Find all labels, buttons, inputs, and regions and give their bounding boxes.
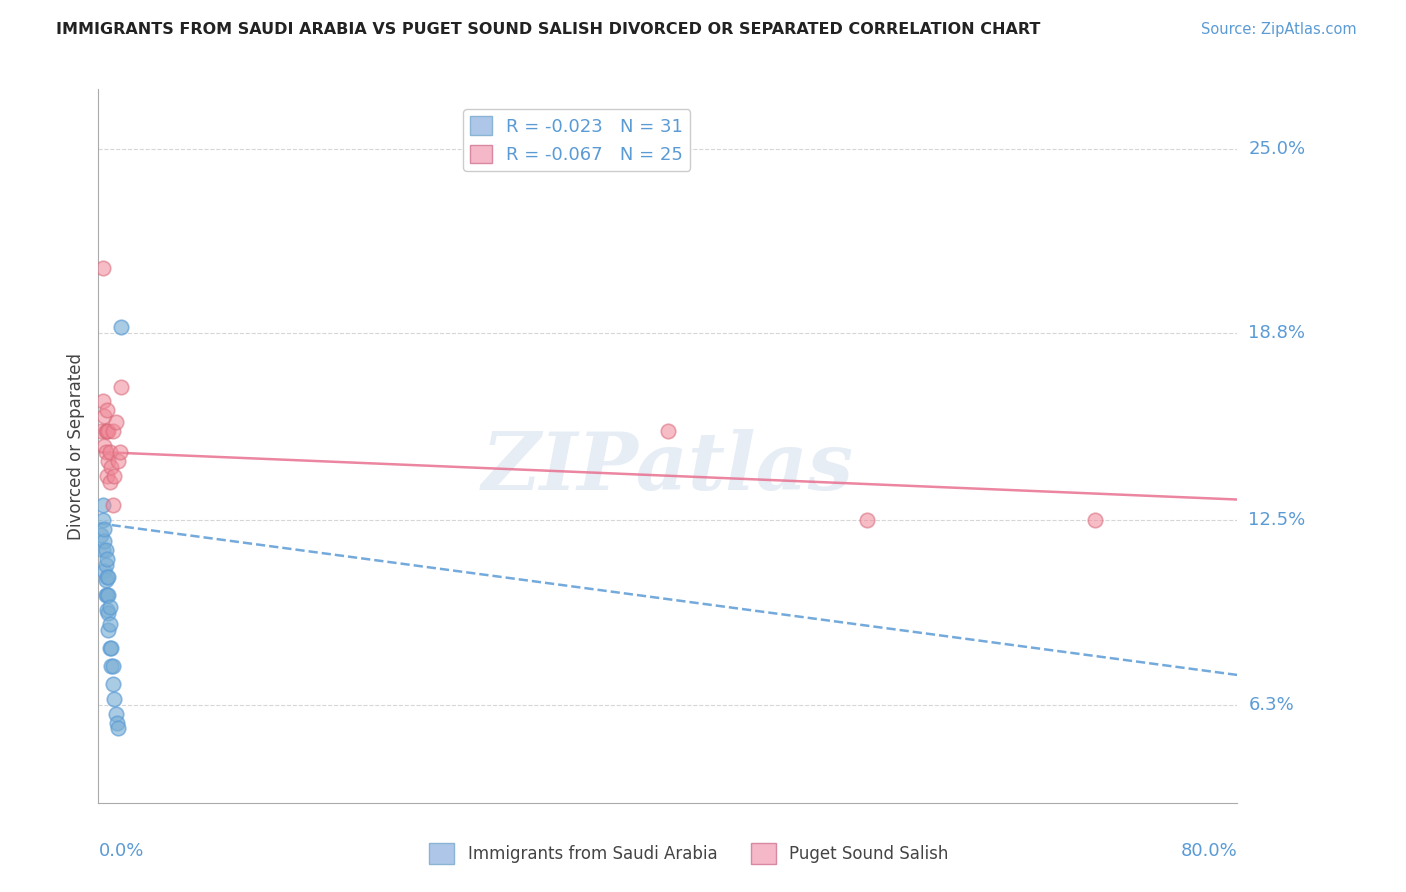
- Point: [91, 499, 114, 513]
- Y-axis label: Divorced or Separated: Divorced or Separated: [67, 352, 86, 540]
- Point: [98, 599, 121, 614]
- Point: [110, 320, 132, 334]
- Legend: R = -0.023   N = 31, R = -0.067   N = 25: R = -0.023 N = 31, R = -0.067 N = 25: [463, 109, 690, 171]
- Point: [98, 617, 121, 632]
- Point: [110, 379, 132, 393]
- Point: [103, 468, 125, 483]
- Point: [94, 558, 117, 572]
- Text: 0.0%: 0.0%: [98, 842, 143, 860]
- Point: [90, 424, 112, 438]
- Point: [96, 424, 118, 438]
- Point: [97, 570, 120, 584]
- Text: 18.8%: 18.8%: [1249, 324, 1305, 342]
- Point: [96, 468, 118, 483]
- Text: 25.0%: 25.0%: [1249, 140, 1306, 158]
- Point: [104, 706, 127, 721]
- Point: [97, 606, 120, 620]
- Point: [98, 475, 121, 489]
- Point: [93, 439, 115, 453]
- Point: [1084, 513, 1107, 527]
- Point: [101, 499, 124, 513]
- Text: ZIPatlas: ZIPatlas: [482, 429, 853, 506]
- Point: [98, 641, 121, 656]
- Text: Source: ZipAtlas.com: Source: ZipAtlas.com: [1201, 22, 1357, 37]
- Point: [96, 602, 118, 616]
- Point: [91, 260, 114, 275]
- Point: [93, 534, 115, 549]
- Point: [104, 415, 127, 429]
- Point: [91, 394, 114, 409]
- Point: [657, 424, 679, 438]
- Point: [108, 445, 131, 459]
- Point: [90, 528, 112, 542]
- Point: [94, 543, 117, 558]
- Point: [97, 454, 120, 468]
- Point: [100, 641, 122, 656]
- Point: [103, 691, 125, 706]
- Legend: Immigrants from Saudi Arabia, Puget Sound Salish: Immigrants from Saudi Arabia, Puget Soun…: [423, 837, 955, 871]
- Point: [93, 522, 115, 536]
- Point: [101, 424, 124, 438]
- Point: [98, 445, 121, 459]
- Point: [96, 570, 118, 584]
- Point: [93, 564, 115, 578]
- Text: 6.3%: 6.3%: [1249, 696, 1294, 714]
- Point: [97, 588, 120, 602]
- Point: [107, 454, 129, 468]
- Point: [94, 573, 117, 587]
- Point: [91, 543, 114, 558]
- Point: [94, 588, 117, 602]
- Text: 12.5%: 12.5%: [1249, 511, 1306, 529]
- Point: [96, 552, 118, 566]
- Point: [94, 445, 117, 459]
- Point: [93, 409, 115, 424]
- Point: [105, 715, 128, 730]
- Point: [100, 459, 122, 474]
- Point: [856, 513, 879, 527]
- Point: [100, 659, 122, 673]
- Point: [96, 403, 118, 417]
- Text: 80.0%: 80.0%: [1181, 842, 1237, 860]
- Point: [101, 677, 124, 691]
- Point: [97, 624, 120, 638]
- Point: [94, 424, 117, 438]
- Point: [97, 424, 120, 438]
- Text: IMMIGRANTS FROM SAUDI ARABIA VS PUGET SOUND SALISH DIVORCED OR SEPARATED CORRELA: IMMIGRANTS FROM SAUDI ARABIA VS PUGET SO…: [56, 22, 1040, 37]
- Point: [107, 722, 129, 736]
- Point: [96, 588, 118, 602]
- Point: [91, 513, 114, 527]
- Point: [101, 659, 124, 673]
